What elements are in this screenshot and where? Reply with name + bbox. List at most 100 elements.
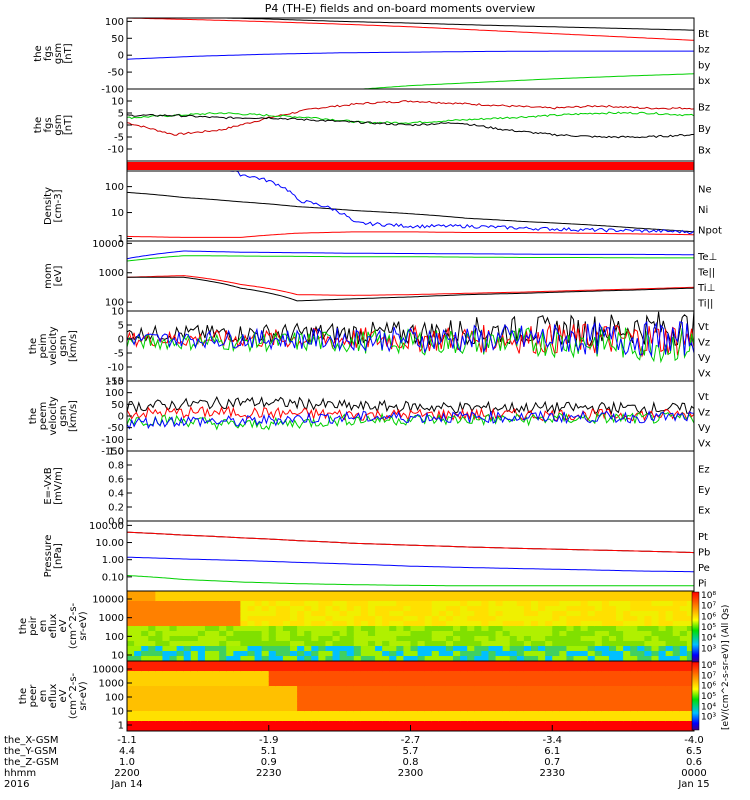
legend-3-0: Ne — [698, 184, 712, 195]
legend-6-0: Vt — [698, 392, 709, 403]
panel-0: 100 50 0 -50 -100 the fgs gsm [nT] Bt bz by bx — [33, 17, 710, 96]
ytick-label: -50 — [108, 68, 124, 79]
y-axis-label: peim — [38, 333, 49, 358]
panel-3-series — [127, 171, 694, 238]
series-4-2 — [127, 250, 694, 260]
series-0-2 — [356, 73, 694, 89]
panel-5-series — [127, 311, 694, 364]
legend-6-3: Vx — [698, 438, 711, 449]
legend-4-1: Te|| — [697, 267, 715, 278]
series-8-2 — [127, 575, 694, 587]
y-axis-label: en — [38, 620, 49, 633]
ytick-label: 100 — [105, 632, 124, 643]
ytick-label: -100 — [101, 85, 124, 96]
panel-9-spectrogram — [127, 591, 694, 661]
y-axis-label: gsm — [58, 405, 69, 426]
colorbar-tick: 10⁷ — [701, 671, 716, 681]
ephemeris-value: -1.1 — [117, 735, 137, 746]
legend-7-1: Ey — [698, 485, 710, 496]
legend-4-2: Ti⊥ — [697, 283, 715, 294]
legend-4-3: Ti|| — [697, 298, 713, 309]
ytick-label: 1 — [118, 234, 124, 245]
ephemeris-label: the_X-GSM — [4, 735, 58, 746]
colorbar-tick: 10⁷ — [701, 602, 716, 612]
ytick-label: 0.6 — [108, 475, 124, 486]
panel-0-frame — [126, 17, 695, 90]
plot-title: P4 (TH-E) fields and on-board moments ov… — [265, 2, 536, 15]
y-axis-label: Density — [43, 187, 54, 225]
y-axis-label: sr-eV) — [78, 611, 89, 640]
ytick-label: 0 — [118, 121, 124, 132]
y-axis-label: [nT] — [63, 115, 74, 135]
colorbar-tick: 10⁴ — [701, 634, 716, 644]
ytick-label: -5 — [114, 349, 124, 360]
ytick-label: 1.0 — [108, 447, 124, 458]
legend-8-3: Pi — [698, 578, 707, 589]
y-axis-label: peir — [28, 615, 39, 635]
ytick-label: -150 — [101, 447, 124, 458]
y-axis-label: peer — [28, 684, 39, 708]
series-4-0 — [127, 275, 694, 296]
ytick-label: 10000 — [92, 665, 124, 676]
colorbar-label: [eV/(cm^2-s-sr-eV)] (All Qs) — [721, 605, 731, 730]
colorbar-tick: 10⁸ — [701, 591, 716, 601]
ytick-label: -15 — [108, 377, 124, 388]
ephemeris-value: -4.0 — [684, 735, 704, 746]
series-3-1 — [127, 191, 694, 233]
ephemeris-value: 4.4 — [119, 746, 135, 757]
y-axis-label: fgs — [43, 46, 54, 61]
series-3-2 — [227, 171, 694, 235]
ephemeris-value: 2330 — [540, 768, 565, 779]
y-axis-label: the — [18, 688, 29, 704]
y-axis-label: gsm — [53, 43, 64, 64]
ytick-label: 1.00 — [102, 555, 124, 566]
y-axis-label: eflux — [48, 614, 59, 639]
y-axis-label: the — [28, 338, 39, 354]
ytick-label: 10.00 — [95, 538, 124, 549]
series-5-2 — [127, 326, 694, 364]
ytick-label: 0.0 — [108, 517, 124, 528]
legend-0-2: by — [698, 60, 710, 71]
ytick-label: 1000 — [99, 679, 124, 690]
legend-3-1: Ni — [698, 205, 708, 216]
ephemeris-value: -1.9 — [259, 735, 279, 746]
ytick-label: 5 — [118, 109, 124, 120]
ephemeris-value: 0.6 — [686, 757, 702, 768]
ephemeris-value: Jan 14 — [110, 779, 142, 790]
y-axis-label: peem — [38, 402, 49, 430]
series-6-3 — [127, 410, 694, 430]
colorbar-tick: 10⁸ — [701, 661, 716, 671]
ytick-label: 5 — [118, 321, 124, 332]
series-8-3 — [127, 556, 694, 573]
series-6-1 — [127, 405, 694, 422]
legend-1-0: Bz — [698, 103, 710, 114]
series-1-1 — [127, 111, 694, 125]
ytick-label: 0.2 — [108, 503, 124, 514]
series-0-1 — [127, 18, 694, 41]
legend-8-0: Pt — [698, 532, 708, 543]
panel-10: 10000 1000 100 10 1 the peer en eflux eV (cm^2-s-s… — [18, 660, 695, 732]
colorbar-tick: 10⁵ — [701, 623, 716, 633]
colorbar-tick: 10³ — [701, 644, 716, 654]
legend-0-0: Bt — [698, 29, 709, 40]
panel-4-series — [127, 250, 694, 302]
ytick-label: -50 — [108, 423, 124, 434]
legend-7-2: Ex — [698, 506, 710, 517]
y-axis-label: en — [38, 690, 49, 703]
panel-0-series — [127, 18, 694, 89]
panel-7-frame — [126, 450, 695, 522]
ephemeris-value: Jan 15 — [677, 779, 709, 790]
ytick-label: 1000 — [99, 613, 124, 624]
ephemeris-value: 2300 — [398, 768, 423, 779]
legend-6-2: Vy — [698, 423, 711, 434]
ytick-label: -10 — [108, 363, 124, 374]
panel-6-series — [127, 396, 694, 431]
legend-8-1: Pb — [698, 547, 710, 558]
ephemeris-value: 6.5 — [686, 746, 702, 757]
ytick-label: 150 — [105, 377, 124, 388]
panel-1-series — [127, 100, 694, 139]
legend-8-2: Pe — [698, 563, 710, 574]
